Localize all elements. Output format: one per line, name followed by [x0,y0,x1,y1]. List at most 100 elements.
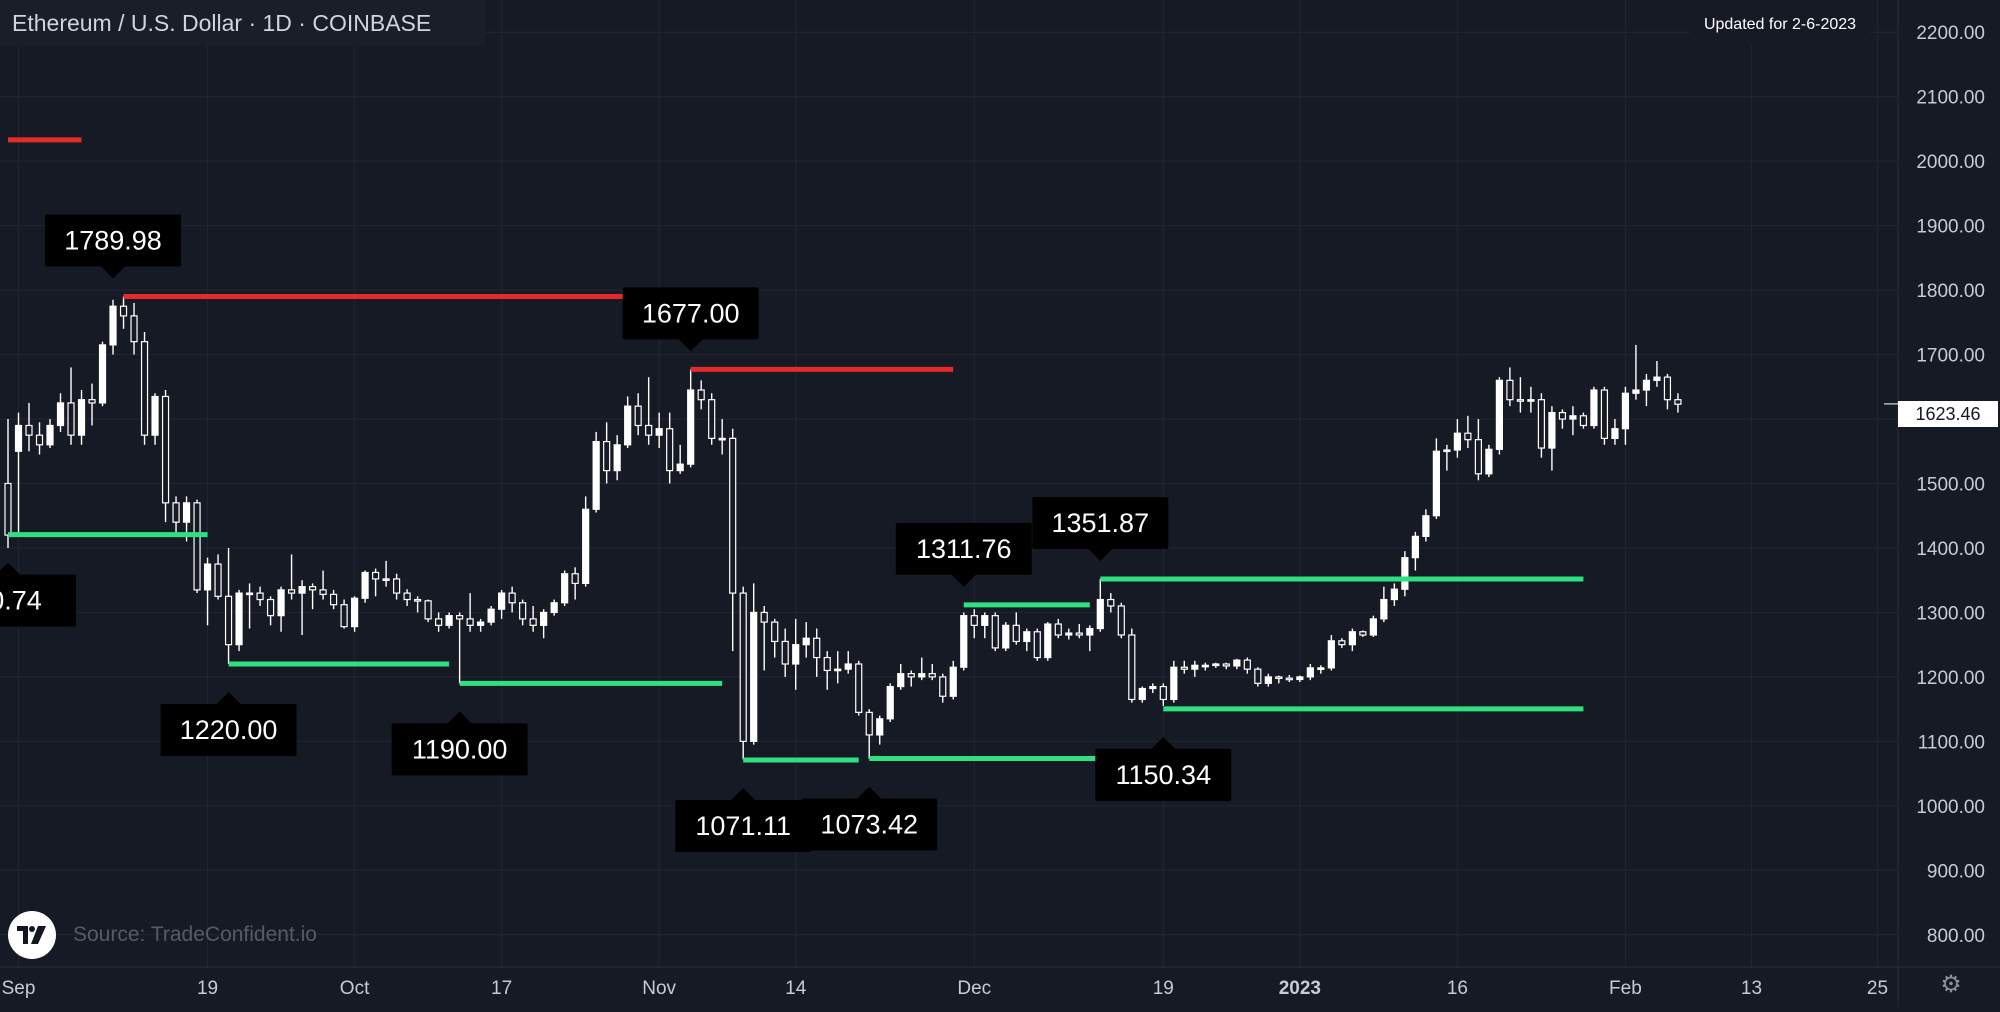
candle-body [508,592,516,604]
price-callout-label: 20.74 [0,586,42,616]
candle-body [319,589,327,595]
candle-body [1254,668,1262,684]
candle-body [308,586,317,591]
candle-body [371,571,380,580]
candle-body [1390,588,1398,601]
candle-body [1453,432,1461,451]
candle-body [1033,631,1041,659]
symbol-title[interactable]: Ethereum / U.S. Dollar · 1D · COINBASE [0,0,485,46]
candle-body [1474,439,1482,475]
candle-body [1663,376,1672,401]
candle-body [655,428,663,436]
price-callout-pointer [0,562,20,575]
candle-body [1044,623,1052,659]
price-callout-label: 1677.00 [642,298,740,328]
candle-body [1243,659,1251,670]
candle-body [130,315,138,343]
x-tick-label: 13 [1741,978,1762,999]
candle-body [1495,379,1503,450]
x-tick-label: 19 [197,978,218,999]
candle-body [687,389,695,465]
candle-body [1411,535,1419,559]
candle-body [1401,557,1409,590]
price-callout-pointer [731,787,756,800]
price-callout-pointer [1151,736,1176,749]
price-callout-pointer [216,692,241,705]
candle-body [970,615,978,626]
candle-body [729,437,737,594]
candle-body [1558,411,1567,420]
candle-body [1590,389,1598,427]
y-tick-label: 1800.00 [1916,281,1985,302]
price-callout-box [622,287,759,340]
candle-body [1065,632,1073,636]
price-callout-pointer [447,711,472,724]
price-callout-pointer [678,339,703,352]
candle-body [1275,676,1283,680]
tradingview-logo-icon[interactable] [8,911,56,959]
candle-body [245,592,254,596]
candle-body [550,602,558,614]
candle-body [25,424,33,436]
candle-body [182,502,191,523]
gear-icon[interactable]: ⚙ [1940,971,1962,998]
candle-body [266,598,275,617]
candle-body [1107,598,1115,607]
candle-body [928,673,936,678]
candle-body [487,608,495,623]
candle-body [35,434,44,446]
candle-body [203,563,212,591]
candle-body [918,673,926,678]
candle-body [718,437,726,441]
price-callout-box [0,574,76,627]
candle-body [708,399,716,439]
candle-body [645,424,653,436]
candle-body [1600,389,1609,439]
candle-body [676,463,684,472]
candle-body [1096,598,1104,630]
candle-body [750,611,758,742]
source-watermark: Source: TradeConfident.io [8,910,317,960]
candle-body [403,592,411,601]
candle-body [98,344,107,404]
candle-body [235,592,243,646]
candle-body [1579,415,1588,427]
candle-body [119,305,128,317]
candle-body [1621,392,1630,430]
candle-body [666,428,674,472]
candle-body [393,578,401,594]
price-callout-pointer [857,786,882,799]
candle-body [865,711,873,736]
candle-body [603,440,611,472]
candle-body [697,389,705,401]
candle-body [792,644,800,665]
candle-body [739,592,747,742]
candle-body [287,589,296,594]
candle-body [361,571,369,599]
candle-body [1222,663,1230,667]
candle-body [477,621,485,626]
candle-body [67,402,75,436]
candle-body [1359,631,1367,636]
y-tick-label: 1300.00 [1916,603,1985,624]
candle-body [456,615,464,620]
price-callout-box [895,522,1032,575]
price-callout-box [391,723,528,776]
candle-body [624,405,632,446]
candle-body [1548,411,1556,449]
price-callout-box [1095,748,1232,801]
y-tick-label: 1700.00 [1916,346,1985,367]
candle-body [771,621,779,643]
candle-body [1191,664,1199,670]
candle-body [1306,667,1314,678]
price-callout-label: 1071.11 [695,811,791,841]
candle-body [561,573,569,604]
candle-body [781,640,789,665]
x-tick-label: 25 [1867,978,1888,999]
candle-body [939,676,947,697]
candle-body [445,615,453,626]
candle-body [991,615,999,649]
candle-body [414,598,422,602]
